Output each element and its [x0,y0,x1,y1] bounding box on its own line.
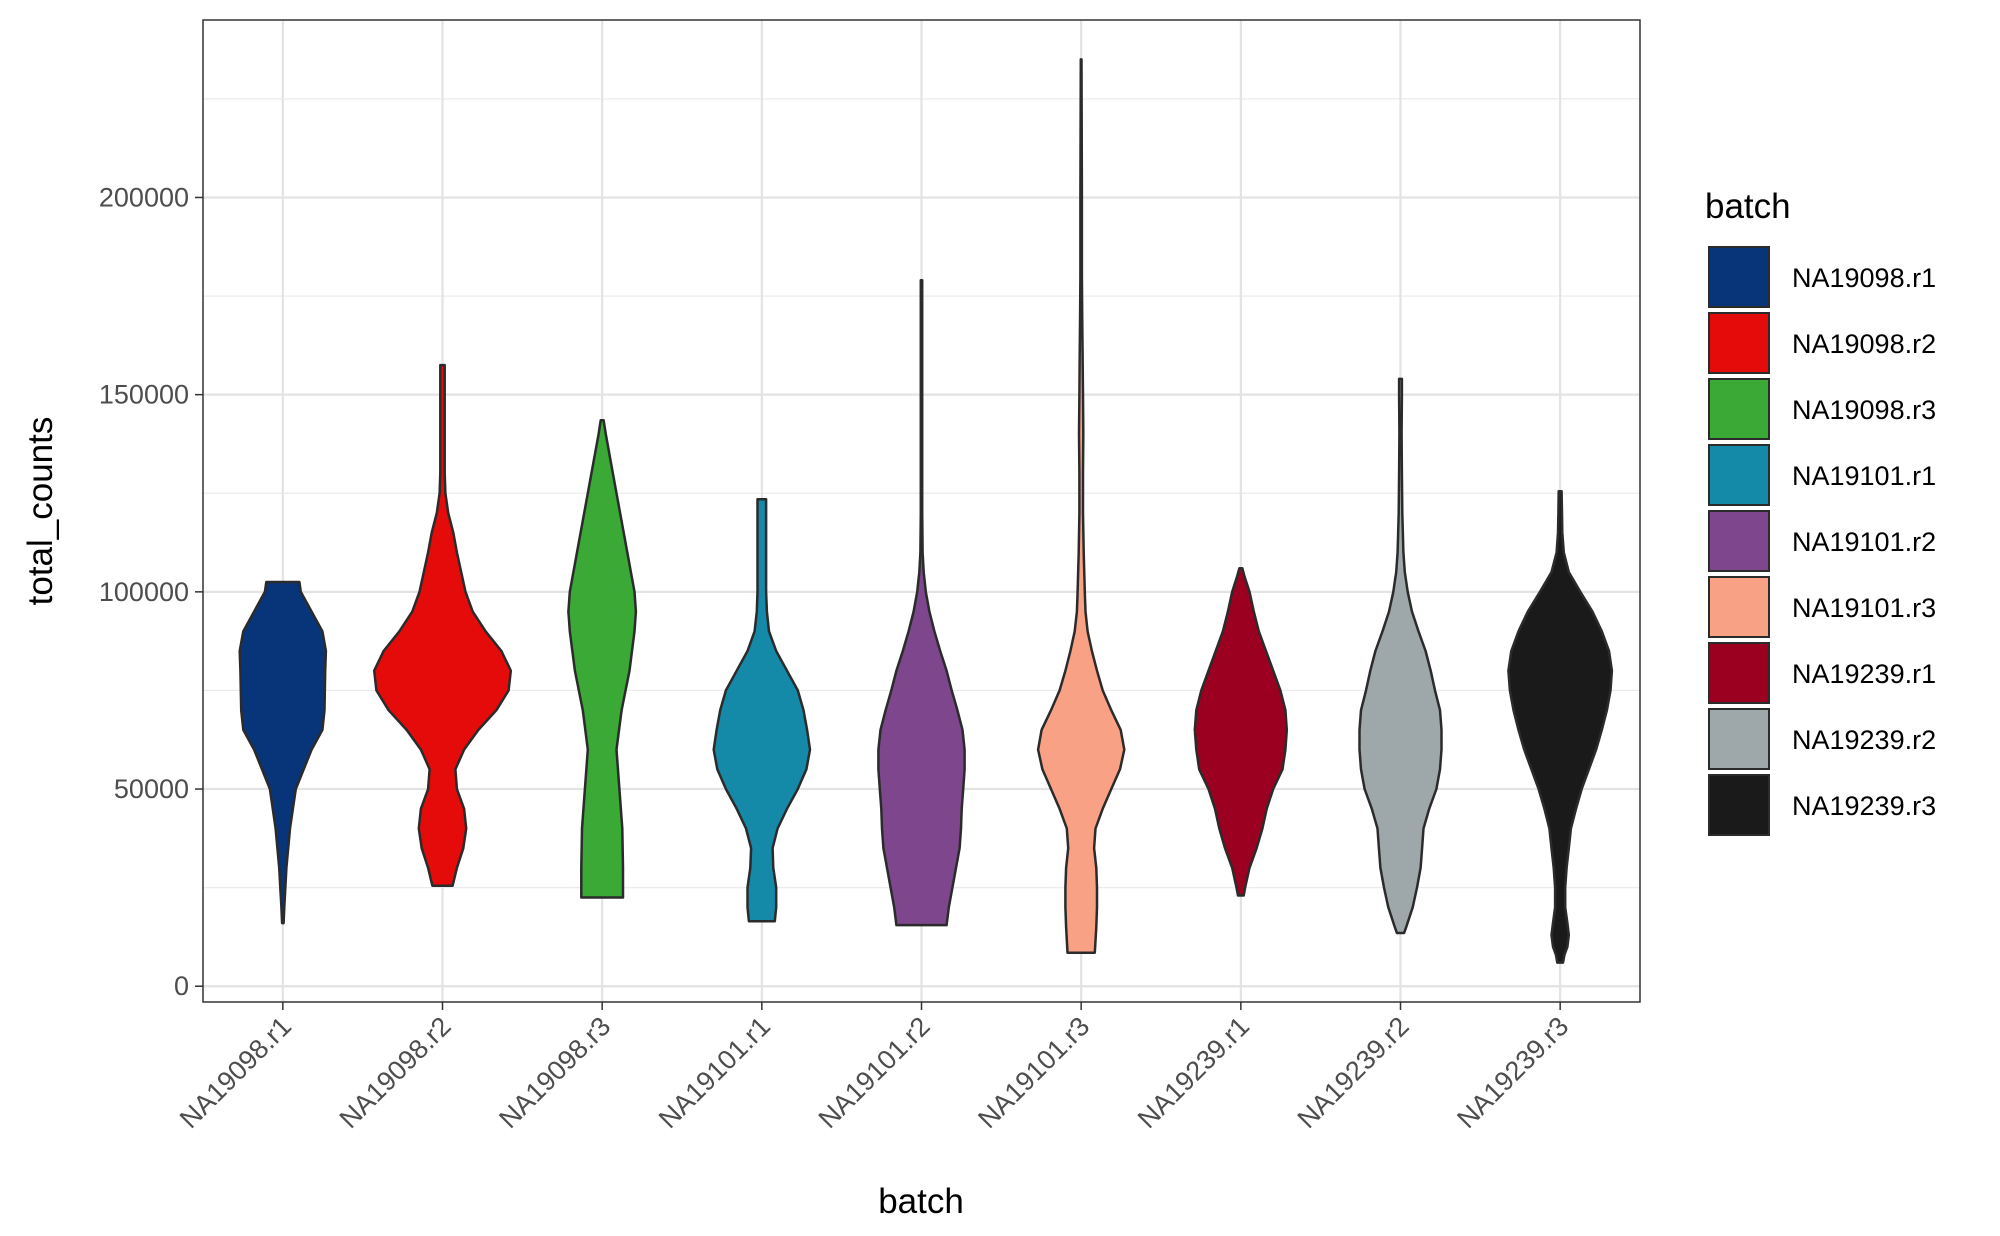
legend-swatch [1708,708,1770,770]
violin-na19101-r3 [1036,58,1126,954]
legend-swatch [1708,576,1770,638]
violin-na19101-r1 [712,497,812,923]
y-axis: 0 50000 100000 150000 200000 [99,182,203,1001]
violin-na19098-r1 [238,580,328,925]
violin-na19098-r2 [372,363,513,887]
violin-na19239-r2 [1358,377,1443,935]
legend-title: batch [1705,187,1791,226]
violin-na19101-r2 [877,279,966,927]
y-tick-label: 0 [174,971,189,1001]
legend-label: NA19101.r3 [1792,593,1936,623]
legend-label: NA19101.r2 [1792,527,1936,557]
legend-label: NA19101.r1 [1792,461,1936,491]
legend-label: NA19239.r1 [1792,659,1936,689]
legend-label: NA19098.r2 [1792,329,1936,359]
legend-swatch [1708,312,1770,374]
legend-label: NA19098.r3 [1792,395,1936,425]
legend-swatch [1708,378,1770,440]
legend-label: NA19098.r1 [1792,263,1936,293]
y-tick-label: 100000 [99,577,189,607]
y-tick-label: 150000 [99,380,189,410]
y-axis-title: total_counts [21,417,60,606]
x-axis-title: batch [878,1182,964,1221]
legend-swatch [1708,444,1770,506]
legend: batch NA19098.r1 NA19098.r2 NA19098.r3 NA19… [1705,187,1936,836]
legend-swatch [1708,642,1770,704]
legend-swatch [1708,246,1770,308]
violin-na19239-r3 [1507,490,1614,964]
legend-swatch [1708,774,1770,836]
legend-label: NA19239.r2 [1792,725,1936,755]
y-tick-label: 200000 [99,182,189,212]
violin-na19239-r1 [1193,566,1289,897]
legend-swatch [1708,510,1770,572]
legend-label: NA19239.r3 [1792,791,1936,821]
y-tick-label: 50000 [114,774,189,804]
violins [238,58,1614,964]
violin-na19098-r3 [567,419,638,899]
